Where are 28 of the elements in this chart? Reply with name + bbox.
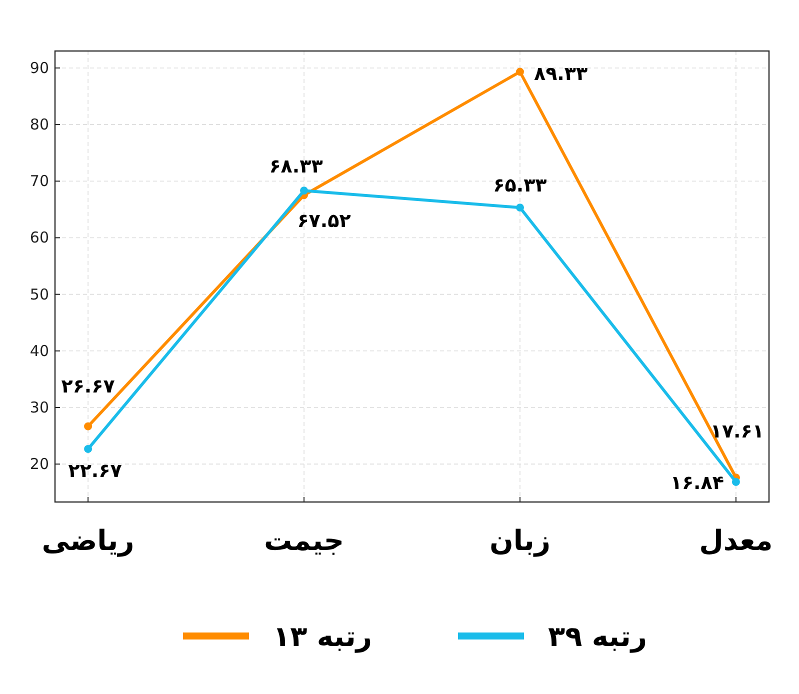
point (732, 478, 740, 486)
y-tick-label: 40 (30, 342, 49, 360)
point (516, 68, 524, 76)
data-label: ۶۷.۵۲ (297, 210, 352, 232)
y-tick-label: 30 (30, 398, 49, 416)
point (84, 444, 92, 453)
point (516, 204, 524, 212)
data-label: ۱۷.۶۱ (710, 420, 764, 443)
y-tick-label: 80 (30, 116, 49, 134)
x-tick-label: زبان (489, 524, 551, 557)
legend-label: رتبه ۱۳ (273, 620, 372, 653)
data-label: ۲۶.۶۷ (61, 375, 116, 398)
y-tick-label: 60 (30, 228, 49, 247)
data-label: ۸۹.۳۳ (534, 62, 588, 85)
data-label: ۲۲.۶۷ (68, 460, 122, 482)
x-tick-label: جیمت (264, 524, 344, 557)
data-label: ۱۶.۸۴ (670, 472, 724, 494)
x-tick-label: ریاضی (42, 524, 134, 557)
data-label: ۶۵.۳۳ (493, 174, 548, 197)
point (84, 422, 92, 430)
x-tick-label: معدل (699, 524, 773, 557)
y-tick-label: 20 (30, 455, 49, 474)
legend-label: رتبه ۳۹ (548, 620, 647, 653)
point (300, 186, 308, 195)
y-tick-label: 70 (30, 172, 49, 190)
y-tick-label: 90 (30, 58, 49, 77)
y-tick-label: 50 (30, 285, 49, 304)
data-label: ۶۸.۳۳ (269, 156, 324, 178)
